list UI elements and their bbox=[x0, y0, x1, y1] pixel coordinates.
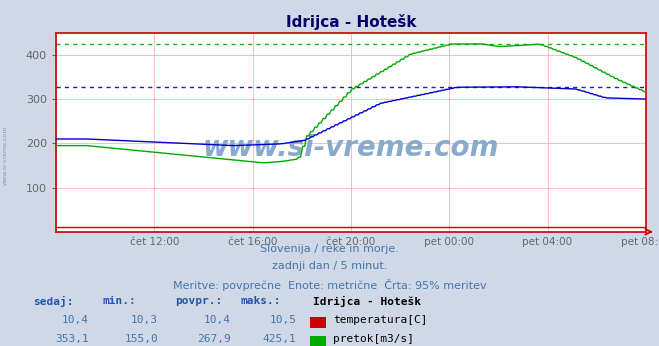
Text: min.:: min.: bbox=[102, 296, 136, 306]
Text: Meritve: povprečne  Enote: metrične  Črta: 95% meritev: Meritve: povprečne Enote: metrične Črta:… bbox=[173, 279, 486, 291]
Text: maks.:: maks.: bbox=[241, 296, 281, 306]
Text: 267,9: 267,9 bbox=[197, 334, 231, 344]
Text: Slovenija / reke in morje.: Slovenija / reke in morje. bbox=[260, 244, 399, 254]
Text: pretok[m3/s]: pretok[m3/s] bbox=[333, 334, 414, 344]
Text: 353,1: 353,1 bbox=[55, 334, 89, 344]
Text: www.si-vreme.com: www.si-vreme.com bbox=[203, 134, 499, 162]
Text: 10,4: 10,4 bbox=[204, 315, 231, 325]
Text: 425,1: 425,1 bbox=[263, 334, 297, 344]
Text: 10,5: 10,5 bbox=[270, 315, 297, 325]
Text: sedaj:: sedaj: bbox=[33, 296, 73, 307]
Title: Idrijca - Hotešk: Idrijca - Hotešk bbox=[285, 14, 416, 30]
Text: 10,4: 10,4 bbox=[62, 315, 89, 325]
Text: temperatura[C]: temperatura[C] bbox=[333, 315, 427, 325]
Text: www.si-vreme.com: www.si-vreme.com bbox=[3, 126, 8, 185]
Text: povpr.:: povpr.: bbox=[175, 296, 222, 306]
Text: zadnji dan / 5 minut.: zadnji dan / 5 minut. bbox=[272, 261, 387, 271]
Text: 155,0: 155,0 bbox=[125, 334, 158, 344]
Text: Idrijca - Hotešk: Idrijca - Hotešk bbox=[313, 296, 421, 307]
Text: 10,3: 10,3 bbox=[131, 315, 158, 325]
